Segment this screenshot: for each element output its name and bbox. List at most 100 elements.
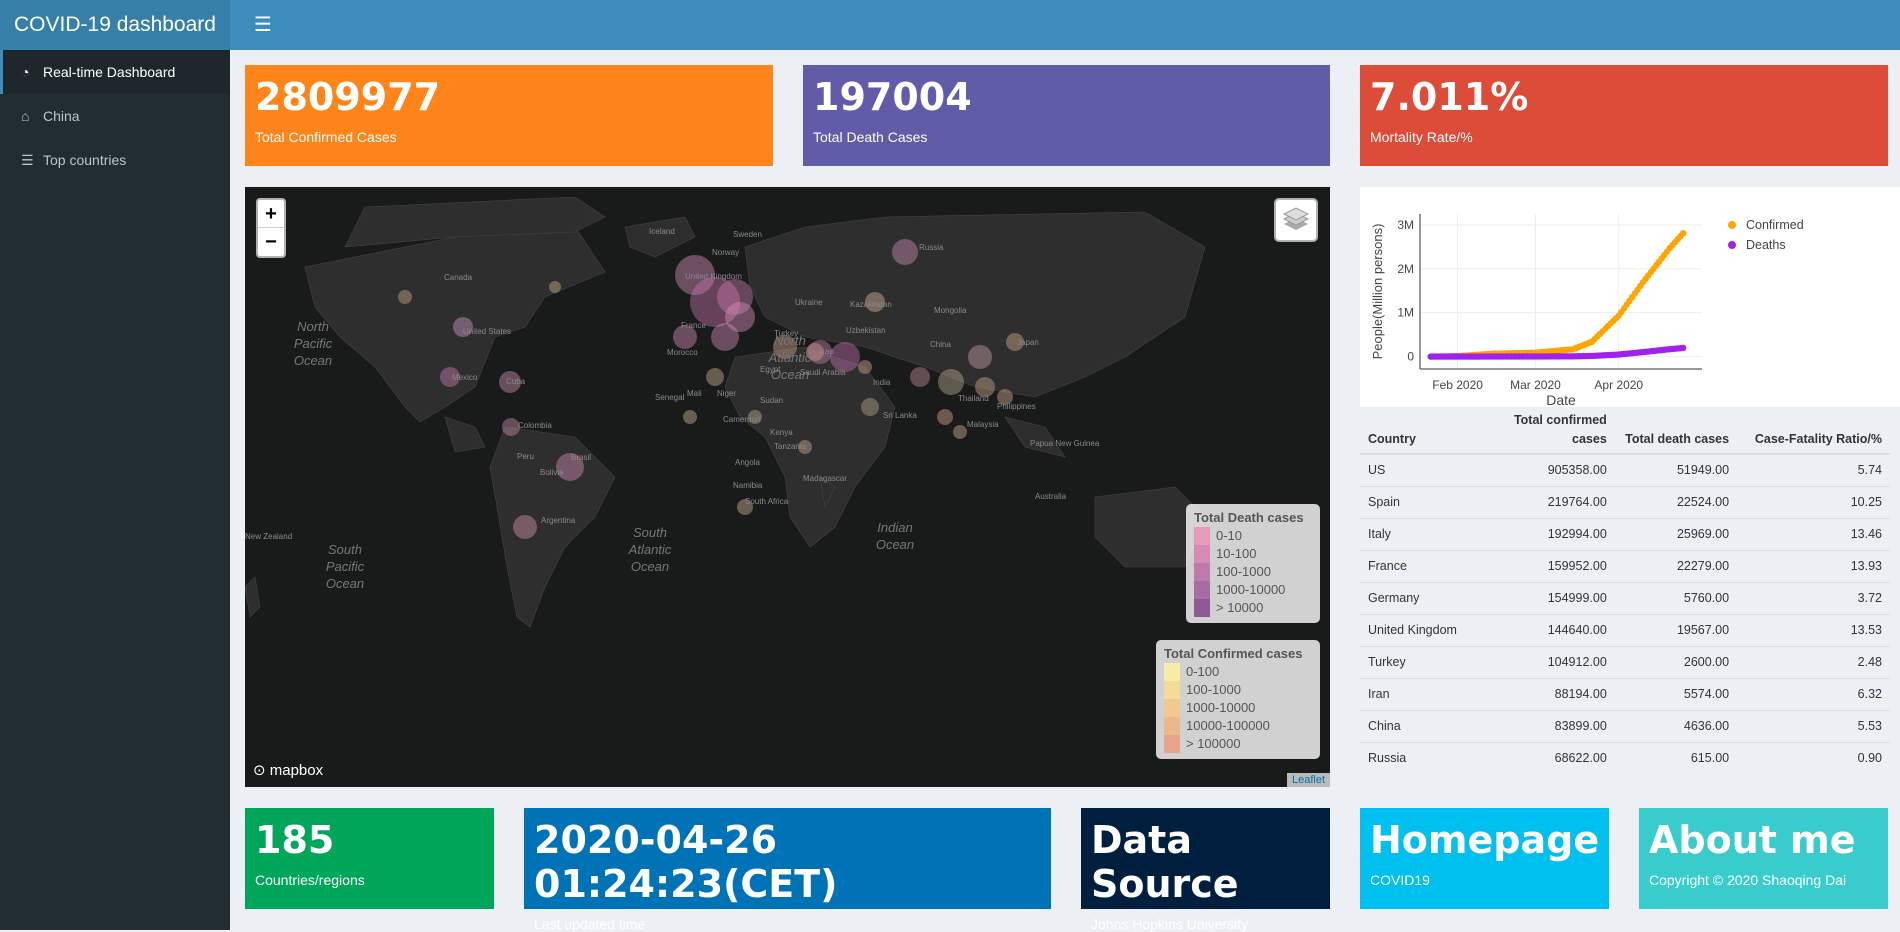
value-box-about-me[interactable]: About me Copyright © 2020 Shaoqing Dai	[1639, 808, 1888, 909]
map-label: Iceland	[649, 227, 675, 236]
table-cell: 83899.00	[1482, 710, 1615, 743]
case-bubble[interactable]	[549, 281, 561, 293]
map-label: Brasil	[571, 453, 591, 462]
case-bubble[interactable]	[673, 325, 697, 349]
column-header[interactable]: Total confirmed cases	[1482, 407, 1615, 455]
table-cell: China	[1360, 710, 1483, 743]
case-bubble[interactable]	[997, 389, 1013, 405]
value-box-homepage[interactable]: Homepage COVID19	[1360, 808, 1609, 909]
map-label: France	[681, 321, 706, 330]
table-cell: US	[1360, 453, 1483, 487]
data-point	[1680, 229, 1687, 237]
case-bubble[interactable]	[398, 290, 412, 304]
case-bubble[interactable]	[865, 292, 885, 312]
case-bubble[interactable]	[892, 239, 918, 265]
legend-label: > 10000	[1216, 600, 1264, 615]
case-bubble[interactable]	[806, 343, 824, 361]
case-bubble[interactable]	[453, 317, 473, 337]
case-bubble[interactable]	[499, 371, 521, 393]
case-bubble[interactable]	[690, 277, 740, 327]
case-bubble[interactable]	[675, 255, 715, 295]
table-cell: 6.32	[1737, 678, 1890, 711]
case-bubble[interactable]	[830, 342, 860, 372]
legend-item: 1000-10000	[1164, 699, 1312, 717]
table-cell: 615.00	[1614, 742, 1738, 774]
case-bubble[interactable]	[556, 453, 584, 481]
case-bubble[interactable]	[798, 440, 812, 454]
cases-timeseries-chart[interactable]: 0 1M 2M 3M Feb 2020 Mar 2020 Apr 2020 Date Peopl…	[1360, 187, 1900, 408]
case-bubble[interactable]	[808, 340, 832, 364]
case-bubble[interactable]	[773, 335, 797, 359]
case-bubble[interactable]	[737, 499, 753, 515]
sidebar-item-top-countries[interactable]: ☰ Top countries	[0, 138, 230, 182]
map-canvas[interactable]: North Pacific Ocean North Atlantic Ocean South…	[245, 187, 1330, 787]
case-bubble[interactable]	[711, 323, 739, 351]
layers-button[interactable]	[1274, 198, 1318, 242]
sidebar-item-china[interactable]: ⌂ China	[0, 94, 230, 138]
table-row: Italy 192994.00 25969.00 13.46	[1360, 518, 1890, 551]
value-box-label: Countries/regions	[255, 872, 365, 888]
case-bubble[interactable]	[717, 279, 753, 315]
legend-title: Total Death cases	[1194, 510, 1304, 525]
case-bubble[interactable]	[440, 367, 460, 387]
column-header[interactable]: Case-Fatality Ratio/%	[1737, 407, 1890, 455]
legend-label: Deaths	[1746, 238, 1786, 252]
legend-death-cases: Total Death cases 0-10 10-100 100-1000 1000…	[1186, 504, 1320, 623]
table-cell: 2.48	[1737, 646, 1890, 679]
table-row: US 905358.00 51949.00 5.74	[1360, 453, 1890, 487]
value-box-label: Last updated time	[534, 916, 646, 932]
case-bubble[interactable]	[502, 418, 520, 436]
map-label: Iran	[820, 347, 834, 356]
map-label: Turkey	[774, 329, 798, 338]
column-header[interactable]: Total death cases	[1614, 407, 1738, 455]
sidebar-toggle-icon[interactable]: ☰	[254, 14, 272, 36]
case-bubble[interactable]	[938, 369, 964, 395]
value-box-number: 2809977	[255, 75, 441, 119]
legend-swatch	[1194, 581, 1210, 599]
legend-swatch	[1194, 599, 1210, 617]
table-cell: 13.53	[1737, 614, 1890, 647]
world-map[interactable]: North Pacific Ocean North Atlantic Ocean South…	[245, 187, 1330, 787]
table-cell: Italy	[1360, 518, 1483, 551]
map-label: Sri Lanka	[883, 411, 917, 420]
sidebar-item-realtime-dashboard[interactable]: ◔ Real-time Dashboard	[0, 50, 230, 94]
map-label: Sudan	[760, 396, 783, 405]
mapbox-logo[interactable]: ⊙ mapbox	[253, 761, 323, 779]
map-label: Mexico	[452, 373, 478, 382]
map-label: North	[297, 319, 329, 334]
case-bubble[interactable]	[683, 410, 697, 424]
case-bubble[interactable]	[1006, 333, 1024, 351]
legend-item: 100-1000	[1164, 681, 1312, 699]
legend-label: 1000-10000	[1216, 582, 1286, 597]
zoom-out-button[interactable]: −	[265, 231, 277, 253]
zoom-in-button[interactable]: +	[258, 200, 284, 228]
table-cell: Germany	[1360, 582, 1483, 615]
value-box-data-source[interactable]: Data Source Johns Hopkins University	[1081, 808, 1330, 932]
case-bubble[interactable]	[861, 398, 879, 416]
case-bubble[interactable]	[953, 425, 967, 439]
case-bubble[interactable]	[937, 409, 953, 425]
legend-swatch	[1164, 735, 1180, 753]
landmass-southeast-asia	[1004, 416, 1066, 458]
column-header[interactable]: Country	[1360, 407, 1483, 455]
case-bubble[interactable]	[975, 377, 995, 397]
case-bubble[interactable]	[706, 368, 724, 386]
landmass-australia	[1094, 486, 1206, 568]
map-label: Mongolia	[934, 306, 967, 315]
leaflet-attribution-link[interactable]: Leaflet	[1286, 773, 1330, 787]
y-tick-label: 0	[1407, 350, 1414, 364]
value-box-total-confirmed: 2809977 Total Confirmed Cases	[245, 65, 773, 166]
case-bubble[interactable]	[858, 360, 872, 374]
case-bubbles[interactable]	[398, 239, 1024, 539]
legend-item: 0-100	[1164, 663, 1312, 681]
case-bubble[interactable]	[725, 302, 755, 332]
case-bubble[interactable]	[910, 367, 930, 387]
case-bubble[interactable]	[748, 410, 762, 424]
case-bubble[interactable]	[513, 515, 537, 539]
app-title[interactable]: COVID-19 dashboard	[0, 0, 230, 50]
value-box-countries-count: 185 Countries/regions	[245, 808, 494, 909]
legend-label: 1000-10000	[1186, 700, 1256, 715]
case-bubble[interactable]	[968, 345, 992, 369]
table-cell: 192994.00	[1482, 518, 1615, 551]
value-box-label: Total Death Cases	[813, 129, 928, 145]
